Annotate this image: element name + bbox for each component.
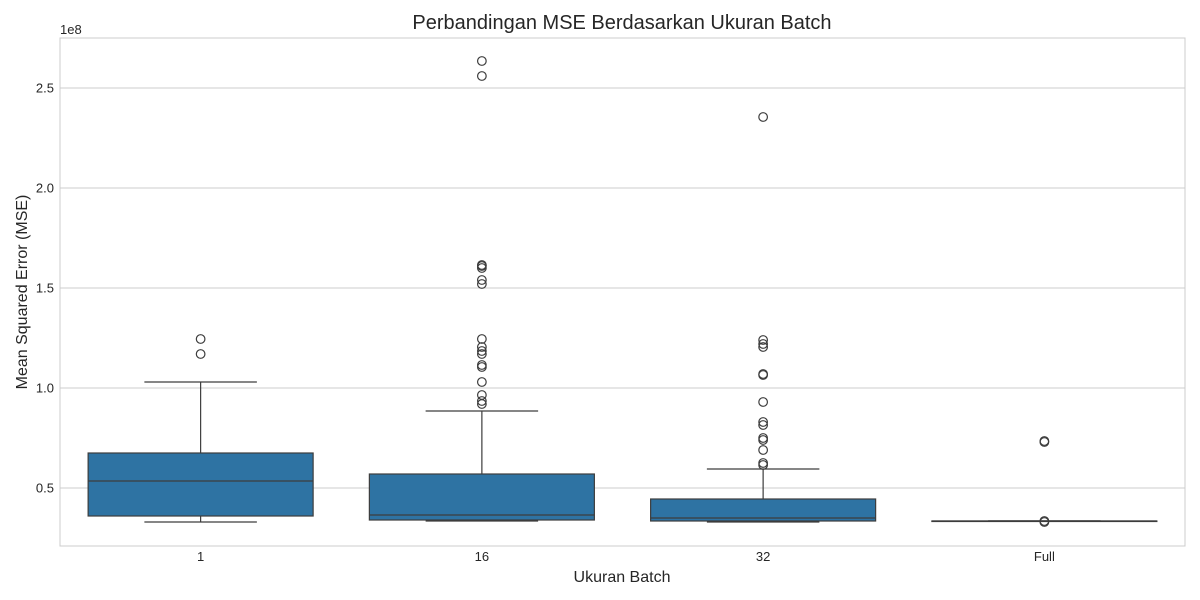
outlier-point bbox=[476, 279, 487, 289]
box-group-32 bbox=[650, 112, 877, 523]
outlier-point bbox=[758, 112, 769, 122]
box-group-Full bbox=[931, 436, 1158, 527]
outlier-point bbox=[758, 339, 769, 349]
x-tick-label: 1 bbox=[197, 549, 204, 564]
y-tick-label: 1.5 bbox=[36, 281, 54, 296]
box-group-1 bbox=[87, 334, 314, 523]
outlier-point bbox=[195, 334, 206, 344]
outlier-point bbox=[758, 445, 769, 455]
outlier-point bbox=[758, 433, 769, 443]
box-group-16 bbox=[368, 56, 595, 522]
outlier-point bbox=[758, 420, 769, 430]
outlier-point bbox=[476, 346, 487, 356]
chart-title: Perbandingan MSE Berdasarkan Ukuran Batc… bbox=[412, 12, 831, 34]
outlier-point bbox=[758, 397, 769, 407]
plot-area-frame bbox=[59, 37, 1186, 547]
outlier-point bbox=[758, 458, 769, 468]
y-tick-label: 1.0 bbox=[36, 381, 54, 396]
outlier-point bbox=[476, 360, 487, 370]
iqr-box bbox=[650, 498, 877, 522]
iqr-box bbox=[368, 473, 595, 521]
x-tick-label: Full bbox=[1034, 549, 1055, 564]
outlier-point bbox=[1039, 516, 1050, 526]
y-axis-offset-label: 1e8 bbox=[60, 22, 82, 37]
y-tick-label: 2.5 bbox=[36, 81, 54, 96]
iqr-box bbox=[87, 452, 314, 517]
y-axis-label: Mean Squared Error (MSE) bbox=[14, 195, 31, 390]
outlier-point bbox=[195, 349, 206, 359]
outlier-point bbox=[476, 396, 487, 406]
outlier-point bbox=[758, 369, 769, 379]
y-axis-ticks: 0.5 1.0 1.5 2.0 2.5 bbox=[36, 81, 54, 496]
x-tick-label: 16 bbox=[475, 549, 489, 564]
outlier-point bbox=[476, 377, 487, 387]
y-tick-label: 0.5 bbox=[36, 481, 54, 496]
x-axis-ticks: 1 16 32 Full bbox=[197, 549, 1055, 564]
box-series bbox=[87, 56, 1158, 527]
outlier-point bbox=[758, 417, 769, 427]
outlier-point bbox=[476, 349, 487, 359]
outlier-point bbox=[476, 260, 487, 270]
outlier-point bbox=[476, 275, 487, 285]
outlier-point bbox=[1039, 436, 1050, 446]
outlier-point bbox=[758, 335, 769, 345]
x-tick-label: 32 bbox=[756, 549, 770, 564]
outlier-point bbox=[476, 390, 487, 400]
x-axis-label: Ukuran Batch bbox=[574, 569, 671, 586]
outlier-point bbox=[476, 334, 487, 344]
outlier-point bbox=[476, 56, 487, 66]
outlier-point bbox=[758, 342, 769, 352]
outlier-point bbox=[476, 71, 487, 81]
y-tick-label: 2.0 bbox=[36, 181, 54, 196]
